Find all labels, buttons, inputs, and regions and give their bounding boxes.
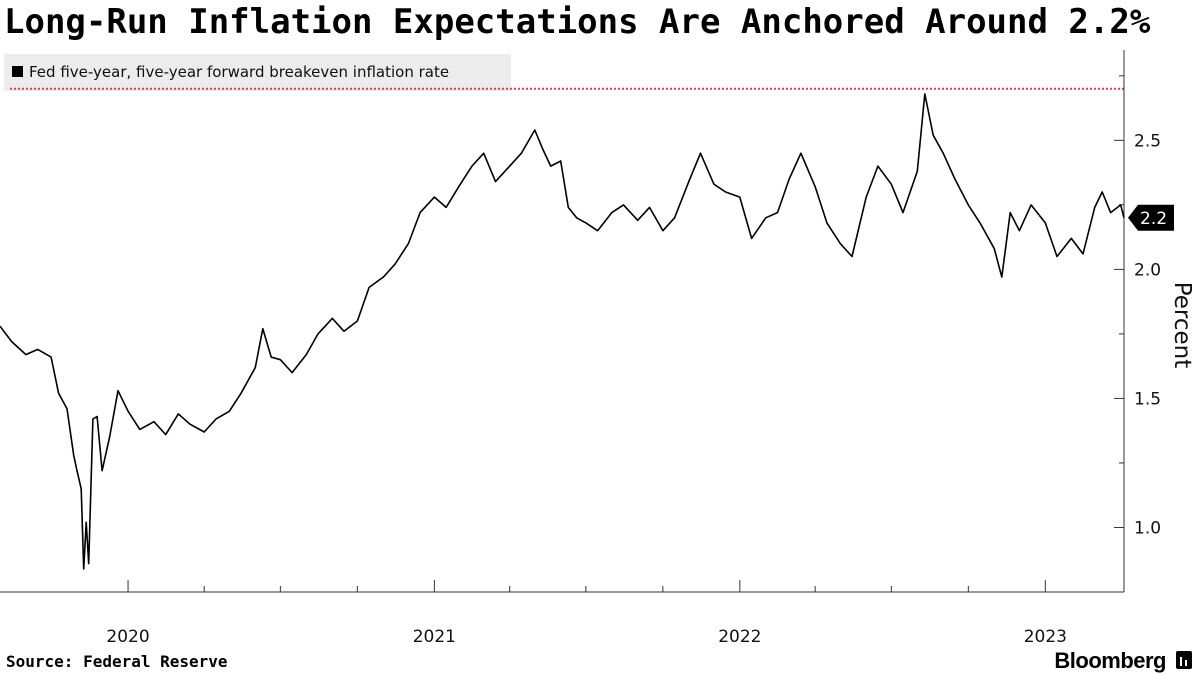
brand-logo-text: Bloomberg [1054, 648, 1166, 673]
legend-square-icon [12, 66, 23, 77]
bloomberg-bars-icon [1176, 651, 1192, 669]
axes: 1.0 1.5 2.0 2.5 2020 2021 2022 2023 [0, 50, 1161, 647]
legend: Fed five-year, five-year forward breakev… [4, 54, 511, 91]
x-tick-label: 2022 [718, 627, 761, 647]
series-line [0, 93, 1125, 570]
last-value-badge: 2.2 [1128, 204, 1174, 231]
y-axis-title: Percent [1169, 282, 1195, 369]
y-tick-label: 1.0 [1134, 518, 1161, 538]
y-tick-label: 2.5 [1134, 131, 1161, 151]
y-tick-label: 2.0 [1134, 260, 1161, 280]
x-tick-label: 2023 [1024, 627, 1067, 647]
legend-background [4, 54, 511, 91]
x-tick-label: 2020 [106, 627, 149, 647]
legend-label: Fed five-year, five-year forward breakev… [29, 63, 449, 81]
source-note: Source: Federal Reserve [6, 652, 228, 671]
series-layer [0, 93, 1125, 570]
last-value-label: 2.2 [1140, 209, 1167, 229]
chart-title: Long-Run Inflation Expectations Are Anch… [4, 2, 1151, 42]
x-tick-label: 2021 [413, 627, 456, 647]
y-tick-label: 1.5 [1134, 389, 1161, 409]
last-value-badge-shape [1128, 204, 1174, 231]
